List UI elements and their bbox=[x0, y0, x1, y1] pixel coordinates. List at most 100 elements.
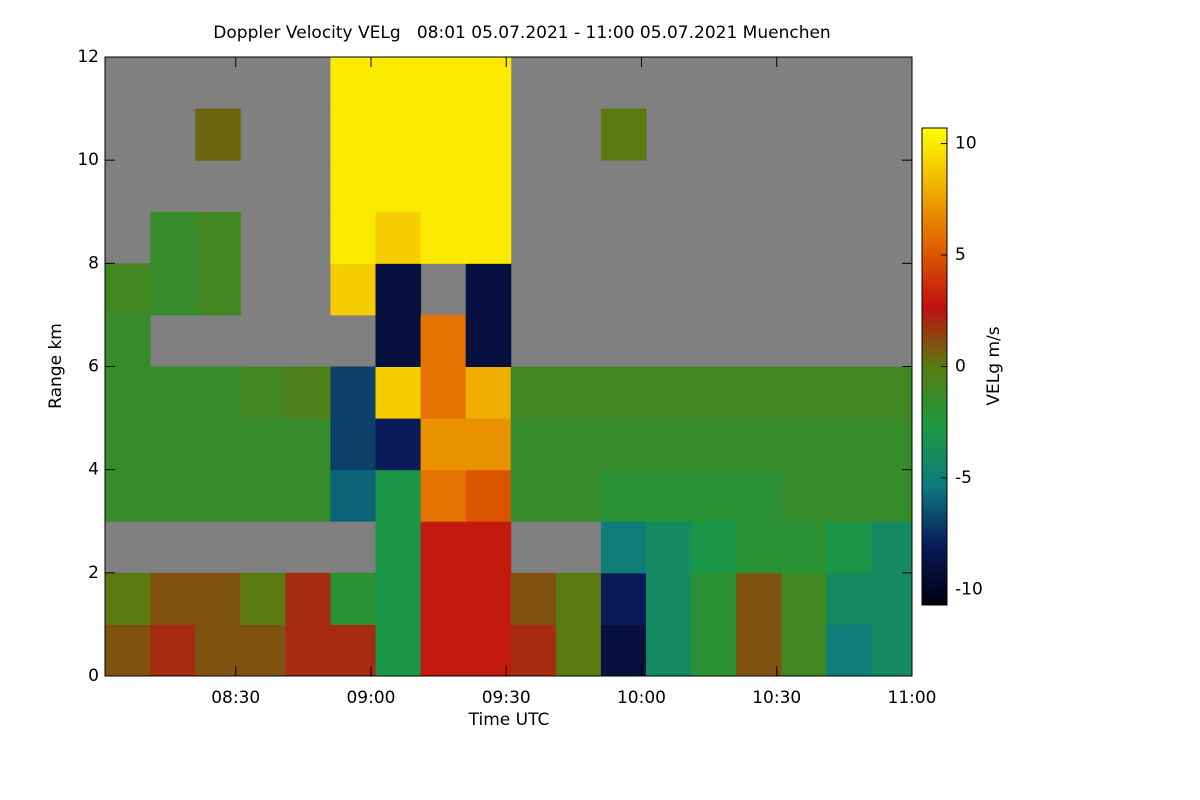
heatmap-cell bbox=[465, 160, 512, 213]
heatmap-cell bbox=[871, 624, 912, 676]
heatmap-cell bbox=[150, 624, 196, 676]
heatmap-cell bbox=[330, 108, 377, 161]
heatmap-cell bbox=[600, 572, 647, 625]
heatmap-cell bbox=[781, 572, 827, 625]
heatmap-cell bbox=[105, 624, 151, 676]
heatmap-cell bbox=[736, 366, 782, 419]
heatmap-cell bbox=[781, 624, 827, 676]
heatmap-cell bbox=[420, 366, 467, 419]
heatmap-cell bbox=[736, 418, 782, 471]
heatmap-cell bbox=[195, 418, 241, 471]
heatmap-cell bbox=[150, 263, 196, 316]
colorbar-tick-label: 10 bbox=[955, 134, 977, 154]
heatmap-cell bbox=[555, 572, 602, 625]
heatmap-cell bbox=[330, 263, 377, 316]
colorbar-label: VELg m/s bbox=[984, 326, 1004, 405]
heatmap-cell bbox=[510, 572, 557, 625]
x-tick-label: 08:30 bbox=[211, 688, 260, 708]
heatmap-cell bbox=[330, 418, 377, 471]
heatmap-cell bbox=[195, 263, 241, 316]
heatmap-cell bbox=[285, 469, 331, 522]
heatmap-cell bbox=[285, 418, 331, 471]
heatmap-cell bbox=[420, 108, 467, 161]
heatmap-cell bbox=[150, 366, 196, 419]
heatmap-cell bbox=[105, 314, 151, 367]
heatmap-cell bbox=[646, 521, 692, 574]
heatmap-cell bbox=[510, 366, 557, 419]
heatmap-cell bbox=[691, 624, 737, 676]
heatmap-cell bbox=[691, 469, 737, 522]
heatmap-cell bbox=[195, 469, 241, 522]
heatmap-cell bbox=[826, 366, 872, 419]
heatmap-cell bbox=[330, 211, 377, 264]
y-tick-label: 6 bbox=[88, 357, 99, 377]
heatmap-cell bbox=[465, 366, 512, 419]
heatmap-cell bbox=[691, 572, 737, 625]
heatmap-cell bbox=[375, 521, 422, 574]
heatmap-cell bbox=[240, 418, 286, 471]
heatmap-cell bbox=[375, 57, 422, 110]
heatmap-cell bbox=[691, 366, 737, 419]
heatmap-cell bbox=[646, 469, 692, 522]
heatmap-cell bbox=[375, 572, 422, 625]
heatmap-cell bbox=[465, 211, 512, 264]
heatmap-cell bbox=[826, 418, 872, 471]
heatmap-cell bbox=[240, 624, 286, 676]
heatmap-cell bbox=[330, 366, 377, 419]
heatmap-cell bbox=[826, 624, 872, 676]
colorbar-tick-label: 5 bbox=[955, 245, 966, 265]
heatmap-cell bbox=[330, 469, 377, 522]
x-tick-label: 09:30 bbox=[482, 688, 531, 708]
heatmap-cell bbox=[736, 521, 782, 574]
heatmap-cell bbox=[195, 366, 241, 419]
heatmap-cell bbox=[195, 572, 241, 625]
y-tick-label: 8 bbox=[88, 253, 99, 273]
heatmap-cell bbox=[465, 418, 512, 471]
heatmap-cell bbox=[871, 521, 912, 574]
heatmap-cell bbox=[600, 469, 647, 522]
heatmap-cell bbox=[465, 57, 512, 110]
heatmap-cell bbox=[375, 366, 422, 419]
y-tick-label: 12 bbox=[77, 47, 99, 67]
heatmap-cell bbox=[330, 57, 377, 110]
heatmap-cell bbox=[600, 366, 647, 419]
heatmap-cell bbox=[646, 624, 692, 676]
heatmap-cell bbox=[465, 108, 512, 161]
heatmap-cell bbox=[330, 160, 377, 213]
heatmap-cell bbox=[285, 572, 331, 625]
heatmap-cell bbox=[240, 366, 286, 419]
heatmap-cell bbox=[510, 469, 557, 522]
heatmap-cell bbox=[195, 211, 241, 264]
heatmap-cell bbox=[646, 572, 692, 625]
heatmap-cell bbox=[150, 469, 196, 522]
heatmap-cell bbox=[826, 572, 872, 625]
heatmap-cell bbox=[195, 624, 241, 676]
heatmap-cell bbox=[781, 366, 827, 419]
heatmap-cell bbox=[105, 572, 151, 625]
heatmap-cell bbox=[555, 418, 602, 471]
heatmap-cell bbox=[871, 572, 912, 625]
heatmap-cell bbox=[375, 418, 422, 471]
colorbar-tick-label: 0 bbox=[955, 357, 966, 377]
y-axis-label: Range km bbox=[46, 323, 66, 409]
heatmap bbox=[105, 57, 912, 676]
heatmap-cell bbox=[781, 418, 827, 471]
heatmap-cell bbox=[150, 418, 196, 471]
heatmap-cell bbox=[420, 211, 467, 264]
heatmap-cell bbox=[105, 418, 151, 471]
heatmap-cell bbox=[555, 469, 602, 522]
heatmap-cell bbox=[465, 572, 512, 625]
chart-title: Doppler Velocity VELg 08:01 05.07.2021 -… bbox=[213, 23, 830, 43]
x-tick-label: 09:00 bbox=[346, 688, 395, 708]
y-tick-label: 10 bbox=[77, 150, 99, 170]
heatmap-cell bbox=[375, 263, 422, 316]
heatmap-cell bbox=[465, 624, 512, 676]
heatmap-cell bbox=[420, 572, 467, 625]
heatmap-cell bbox=[420, 57, 467, 110]
heatmap-cell bbox=[646, 366, 692, 419]
heatmap-cell bbox=[600, 108, 647, 161]
heatmap-cell bbox=[691, 521, 737, 574]
heatmap-cell bbox=[375, 469, 422, 522]
heatmap-cell bbox=[871, 418, 912, 471]
